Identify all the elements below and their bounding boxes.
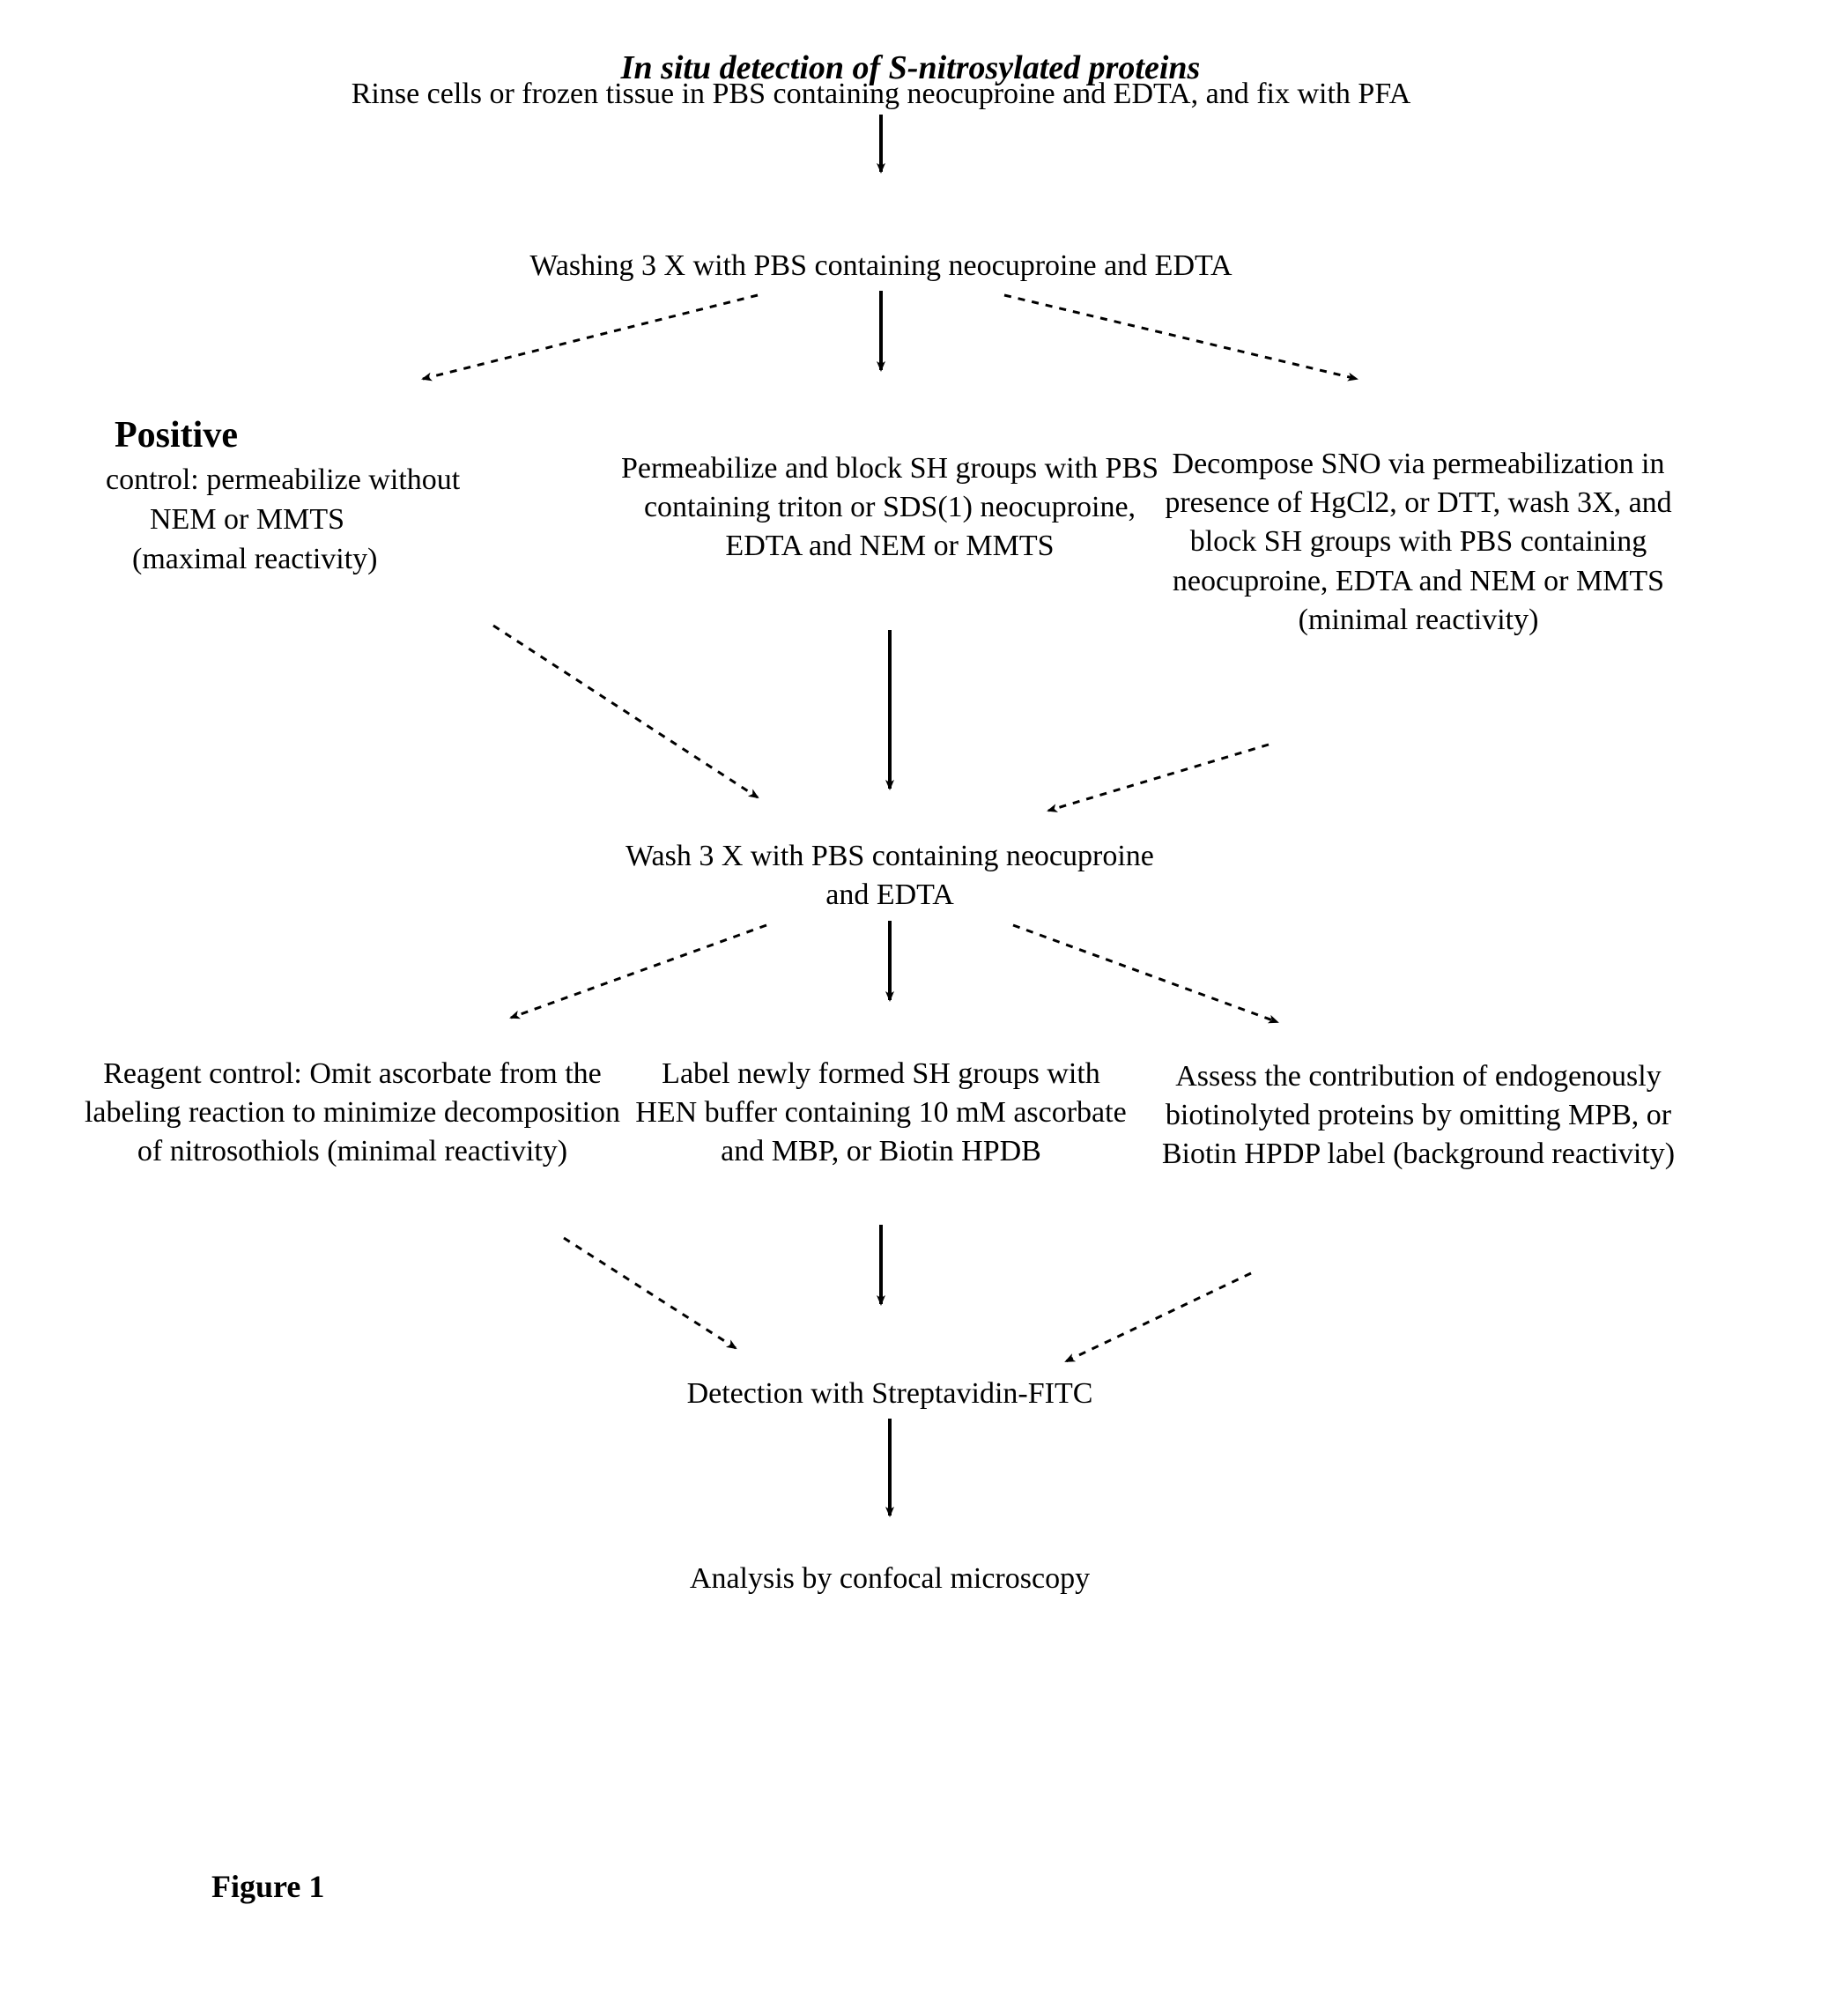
node-branchB-text: Permeabilize and block SH groups with PB… — [621, 452, 1158, 562]
flow-arrow — [1066, 1273, 1251, 1361]
node-branchF: Assess the contribution of endogenously … — [1154, 1057, 1683, 1175]
node-step2: Washing 3 X with PBS containing neocupro… — [352, 249, 1410, 283]
flow-arrow — [511, 925, 766, 1018]
node-branchB: Permeabilize and block SH groups with PB… — [617, 449, 1163, 567]
node-step4: Detection with Streptavidin-FITC — [581, 1377, 1198, 1411]
page: In situ detection of S-nitrosylated prot… — [0, 0, 1821, 2016]
node-branchA-l3: (maximal reactivity) — [132, 540, 485, 579]
handwritten-annotation: Positive — [115, 414, 238, 456]
flow-arrow — [564, 1238, 736, 1348]
node-branchC: Decompose SNO via permeabilization in pr… — [1141, 445, 1696, 640]
node-branchA-l1: control: permeabilize without — [106, 461, 617, 500]
node-step3: Wash 3 X with PBS containing neocuproine… — [626, 837, 1154, 915]
flow-arrow — [1004, 295, 1357, 379]
arrows-layer — [0, 0, 1821, 2016]
flow-arrow — [1048, 745, 1269, 811]
node-branchD: Reagent control: Omit ascorbate from the… — [70, 1055, 634, 1172]
flow-arrow — [1013, 925, 1277, 1022]
node-branchC-text: Decompose SNO via permeabilization in pr… — [1165, 448, 1671, 636]
flow-arrow — [493, 626, 758, 797]
figure-caption: Figure 1 — [211, 1868, 324, 1905]
node-step5: Analysis by confocal microscopy — [581, 1562, 1198, 1596]
node-branchA-l2: NEM or MMTS — [150, 500, 502, 539]
node-branchE: Label newly formed SH groups with HEN bu… — [634, 1055, 1128, 1172]
node-step1: Rinse cells or frozen tissue in PBS cont… — [132, 78, 1630, 111]
flow-arrow — [423, 295, 758, 379]
